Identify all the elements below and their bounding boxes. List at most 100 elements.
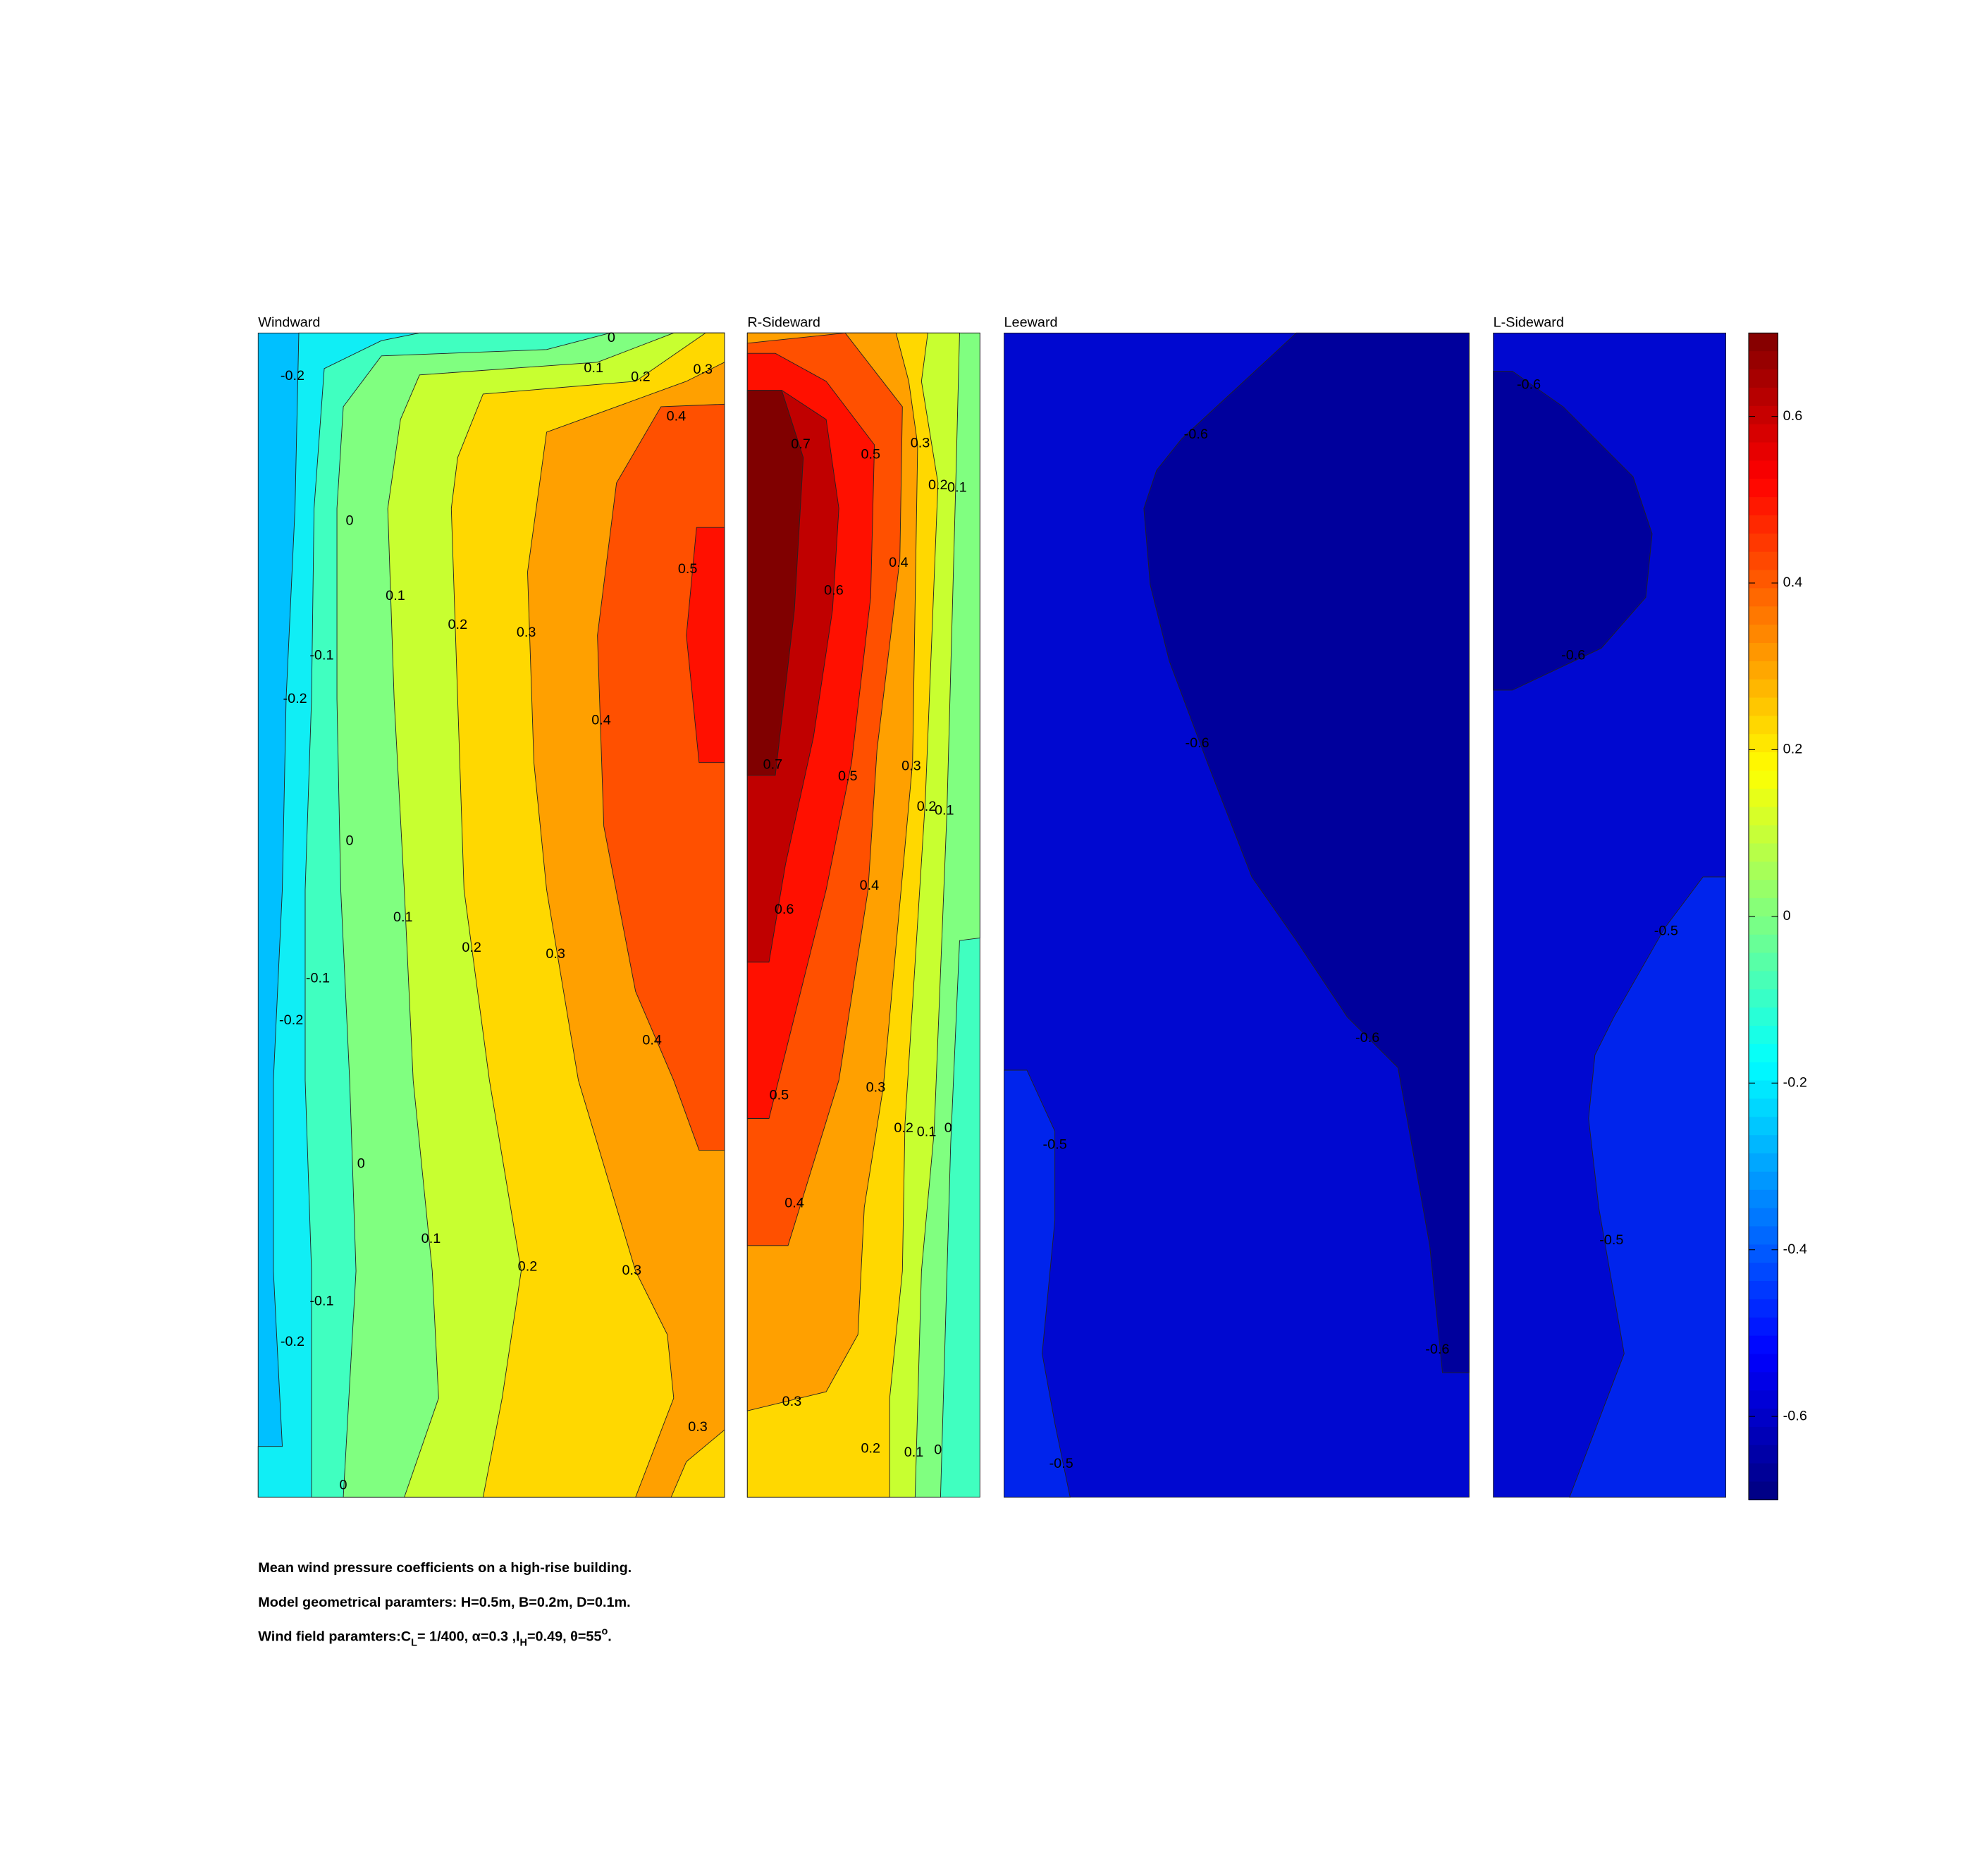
colorbar-step bbox=[1749, 515, 1778, 534]
contour-label: -0.1 bbox=[309, 1293, 333, 1308]
contour-label: 0.7 bbox=[763, 757, 783, 773]
colorbar-step bbox=[1749, 1409, 1778, 1428]
caption-part: = 1/400, α=0.3 ,I bbox=[417, 1629, 520, 1644]
colorbar-step bbox=[1749, 716, 1778, 735]
colorbar-step bbox=[1749, 606, 1778, 625]
colorbar-step bbox=[1749, 570, 1778, 589]
colorbar-step bbox=[1749, 369, 1778, 388]
colorbar-step bbox=[1749, 807, 1778, 826]
contour-label: 0.2 bbox=[928, 477, 948, 493]
caption-sub: H bbox=[520, 1638, 527, 1649]
contour-label: 0.2 bbox=[917, 799, 937, 814]
colorbar-step bbox=[1749, 661, 1778, 680]
colorbar-step bbox=[1749, 697, 1778, 717]
contour-label: 0.2 bbox=[894, 1120, 913, 1136]
colorbar-step bbox=[1749, 588, 1778, 607]
colorbar-tick-label: 0 bbox=[1783, 908, 1791, 924]
caption-part: Wind field paramters:C bbox=[258, 1629, 411, 1644]
colorbar-step bbox=[1749, 1098, 1778, 1118]
colorbar-step bbox=[1749, 642, 1778, 662]
colorbar-tick-label: -0.4 bbox=[1783, 1242, 1807, 1257]
colorbar-step bbox=[1749, 1481, 1778, 1501]
colorbar-step bbox=[1749, 1171, 1778, 1191]
colorbar-step bbox=[1749, 1226, 1778, 1246]
colorbar-step bbox=[1749, 679, 1778, 699]
colorbar-step bbox=[1749, 1263, 1778, 1282]
colorbar-step bbox=[1749, 1062, 1778, 1081]
contour-label: 0.2 bbox=[448, 617, 468, 632]
band bbox=[1493, 370, 1653, 691]
contour-label: -0.2 bbox=[281, 1334, 304, 1349]
contour-label: 0 bbox=[608, 330, 615, 345]
contour-label: -0.6 bbox=[1561, 648, 1585, 663]
caption-part: =0.49, θ=55 bbox=[527, 1629, 602, 1644]
contour-label: 0.1 bbox=[947, 480, 967, 496]
band bbox=[686, 527, 725, 764]
contour-label: -0.5 bbox=[1043, 1137, 1067, 1153]
band bbox=[1569, 876, 1727, 1498]
contour-label: -0.5 bbox=[1654, 924, 1678, 939]
contour-label: 0.3 bbox=[693, 362, 713, 377]
panel-title: Windward bbox=[258, 314, 320, 330]
caption-sup: o bbox=[602, 1626, 608, 1637]
colorbar-step bbox=[1749, 1317, 1778, 1337]
contour-label: -0.6 bbox=[1184, 427, 1208, 442]
caption-part: . bbox=[608, 1629, 612, 1644]
contour-label: -0.6 bbox=[1425, 1342, 1449, 1357]
contour-label: 0.2 bbox=[631, 369, 651, 385]
contour-labels: -0.200.10.2 0.30.400.50.10.2 0.3-0.1-0.20.… bbox=[279, 330, 1678, 1493]
contour-label: 0.4 bbox=[889, 555, 909, 570]
colorbar-step bbox=[1749, 1026, 1778, 1045]
contour-label: 0.3 bbox=[866, 1079, 886, 1095]
colorbar-step bbox=[1749, 533, 1778, 553]
contour-label: -0.6 bbox=[1517, 376, 1541, 392]
band bbox=[670, 1429, 725, 1498]
contour-label: 0.2 bbox=[462, 940, 481, 955]
l-sideward-panel bbox=[1493, 332, 1727, 1498]
colorbar-step bbox=[1749, 1281, 1778, 1300]
contour-label: 0.4 bbox=[860, 878, 880, 893]
colorbar-step bbox=[1749, 1372, 1778, 1391]
colorbar-step bbox=[1749, 971, 1778, 991]
contour-label: 0 bbox=[944, 1120, 952, 1136]
colorbar-step bbox=[1749, 1335, 1778, 1355]
contour-label: -0.6 bbox=[1185, 735, 1209, 751]
colorbar: 0.6 0.4 0.2 0 -0.2 -0.4 -0.6 bbox=[1748, 332, 1807, 1501]
contour-label: 0.1 bbox=[386, 588, 405, 603]
contour-label: 0.1 bbox=[935, 802, 954, 818]
contour-label: 0.7 bbox=[791, 436, 811, 452]
contour-label: 0.6 bbox=[824, 583, 844, 599]
colorbar-tick-label: 0.4 bbox=[1783, 575, 1803, 590]
colorbar-step bbox=[1749, 825, 1778, 845]
colorbar-step bbox=[1749, 460, 1778, 479]
contour-label: 0.3 bbox=[517, 625, 536, 640]
colorbar-step bbox=[1749, 625, 1778, 644]
colorbar-tick-label: -0.2 bbox=[1783, 1075, 1807, 1091]
contour-label: 0.6 bbox=[775, 902, 794, 917]
panel-title: Leeward bbox=[1004, 314, 1058, 330]
contour-label: 0 bbox=[340, 1478, 347, 1493]
colorbar-step bbox=[1749, 897, 1778, 917]
contour-label: 0 bbox=[346, 513, 354, 528]
contour-label: 0.3 bbox=[546, 946, 565, 962]
contour-label: 0.2 bbox=[518, 1259, 538, 1275]
colorbar-step bbox=[1749, 442, 1778, 462]
contour-label: 0.3 bbox=[911, 435, 930, 450]
panel-title: L-Sideward bbox=[1494, 314, 1564, 330]
colorbar-step bbox=[1749, 1299, 1778, 1318]
colorbar-step bbox=[1749, 1354, 1778, 1373]
contour-label: -0.1 bbox=[306, 970, 330, 986]
colorbar-step bbox=[1749, 387, 1778, 407]
contour-label: -0.2 bbox=[279, 1012, 303, 1028]
colorbar-step bbox=[1749, 916, 1778, 936]
contour-label: -0.1 bbox=[309, 648, 333, 663]
colorbar-step bbox=[1749, 1117, 1778, 1136]
colorbar-step bbox=[1749, 989, 1778, 1008]
colorbar-step bbox=[1749, 1189, 1778, 1209]
caption-sub: L bbox=[411, 1638, 417, 1649]
colorbar-step bbox=[1749, 479, 1778, 498]
colorbar-step bbox=[1749, 1007, 1778, 1026]
caption: Mean wind pressure coefficients on a hig… bbox=[258, 1560, 632, 1576]
colorbar-step bbox=[1749, 351, 1778, 370]
colorbar-step bbox=[1749, 1244, 1778, 1263]
